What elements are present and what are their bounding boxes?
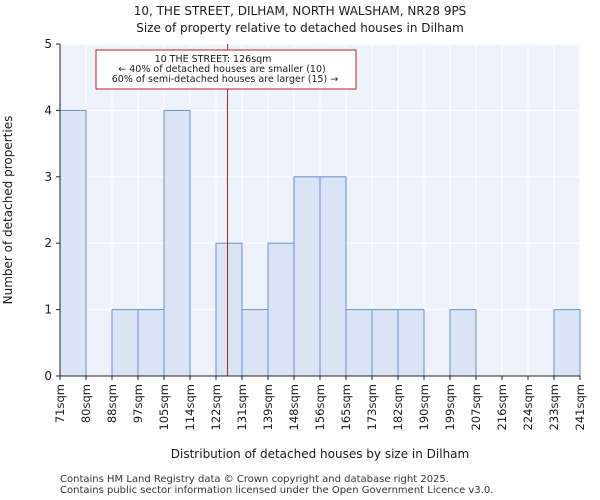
x-tick-label: 88sqm (105, 384, 119, 423)
x-tick-label: 114sqm (183, 384, 197, 430)
chart-title-line2: Size of property relative to detached ho… (136, 21, 464, 35)
x-tick-label: 105sqm (157, 384, 171, 430)
y-axis-label: Number of detached properties (1, 116, 15, 305)
y-tick-label: 3 (44, 170, 52, 184)
bar (345, 309, 373, 377)
x-tick-label: 71sqm (53, 384, 67, 423)
x-tick-label: 131sqm (235, 384, 249, 430)
x-tick-label: 182sqm (391, 384, 405, 430)
y-tick-label: 4 (44, 103, 52, 117)
x-tick-label: 233sqm (547, 384, 561, 430)
bar (241, 309, 269, 377)
bar (449, 309, 477, 377)
bar (397, 309, 425, 377)
annotation-line2: ← 40% of detached houses are smaller (10… (118, 64, 325, 75)
bar (319, 176, 347, 377)
bar (111, 309, 139, 377)
bar (553, 309, 581, 377)
bars (59, 109, 581, 377)
y-tick-label: 2 (44, 236, 52, 250)
bar (371, 309, 399, 377)
x-tick-label: 97sqm (131, 384, 145, 423)
bar (215, 242, 243, 377)
footer-line1: Contains HM Land Registry data © Crown c… (60, 474, 449, 485)
x-tick-label: 199sqm (443, 384, 457, 430)
annotation-line1: 10 THE STREET: 126sqm (155, 54, 272, 65)
x-axis-label: Distribution of detached houses by size … (171, 447, 469, 461)
annotation-line3: 60% of semi-detached houses are larger (… (112, 74, 339, 85)
x-tick-label: 148sqm (287, 384, 301, 430)
x-tick-label: 224sqm (521, 384, 535, 430)
chart-title-line1: 10, THE STREET, DILHAM, NORTH WALSHAM, N… (134, 4, 467, 18)
x-tick-labels: 71sqm 80sqm 88sqm 97sqm 105sqm 114sqm 122sqm 13… (53, 376, 587, 430)
x-tick-label: 207sqm (469, 384, 483, 430)
x-tick-label: 139sqm (261, 384, 275, 430)
x-tick-label: 122sqm (209, 384, 223, 430)
x-tick-label: 190sqm (417, 384, 431, 430)
x-tick-label: 173sqm (365, 384, 379, 430)
y-tick-label: 1 (44, 303, 52, 317)
y-tick-label: 0 (44, 369, 52, 383)
x-tick-label: 80sqm (79, 384, 93, 423)
y-tick-label: 5 (44, 37, 52, 51)
x-tick-label: 216sqm (495, 384, 509, 430)
bar (59, 109, 87, 377)
bar (163, 109, 191, 377)
x-tick-label: 156sqm (313, 384, 327, 430)
x-tick-label: 165sqm (339, 384, 353, 430)
annotation-box (95, 49, 357, 90)
bar (137, 309, 165, 377)
x-tick-label: 241sqm (573, 384, 587, 430)
footer-line2: Contains public sector information licen… (60, 485, 494, 496)
bar (267, 242, 295, 377)
bar (293, 176, 321, 377)
y-tick-labels: 0 1 2 3 4 5 (44, 37, 60, 383)
